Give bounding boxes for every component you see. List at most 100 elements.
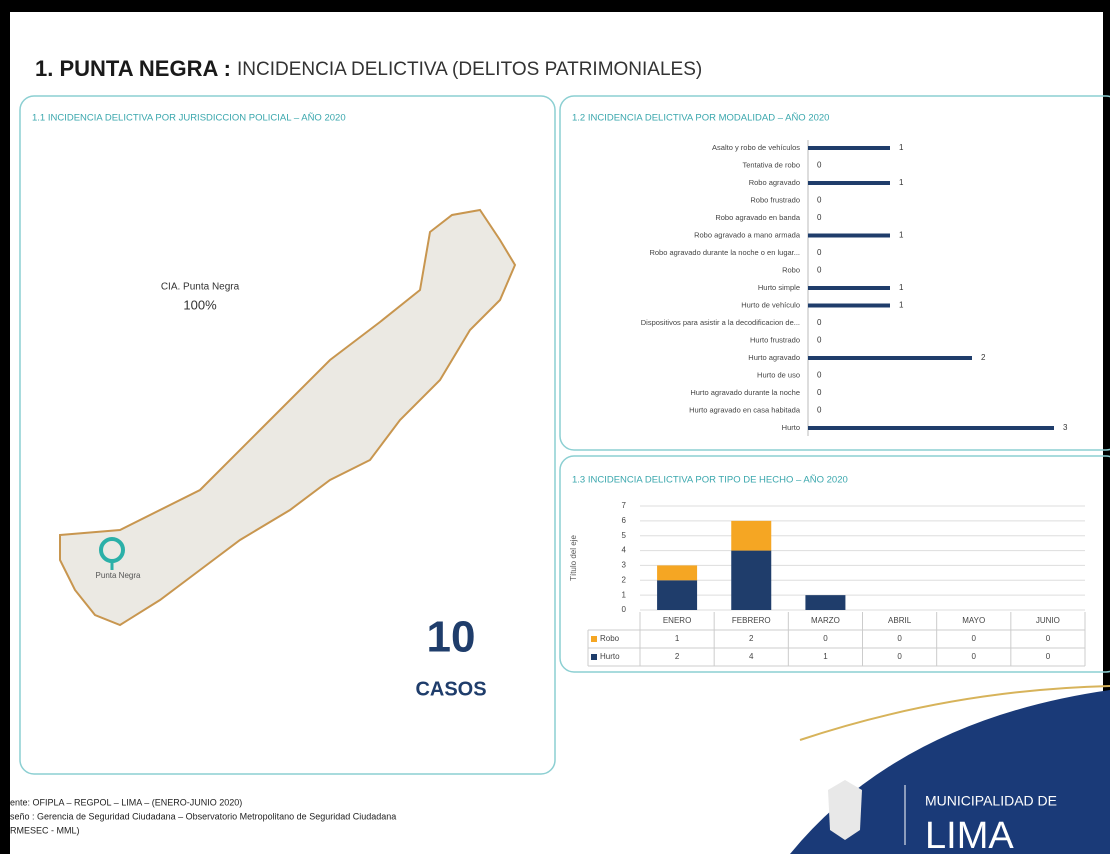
value-label: 0 xyxy=(817,318,822,327)
category-label: Asalto y robo de vehículos xyxy=(712,143,800,152)
bar-segment xyxy=(731,520,772,551)
table-header: ABRIL xyxy=(888,616,912,625)
bar xyxy=(808,356,972,360)
y-axis-label: Título del eje xyxy=(569,535,578,581)
table-cell: 0 xyxy=(1046,652,1051,661)
bar-segment xyxy=(805,595,846,610)
legend-label: Robo xyxy=(600,634,620,643)
title-bold: 1. PUNTA NEGRA : xyxy=(35,56,231,81)
y-tick-label: 3 xyxy=(622,561,627,570)
map-panel-title: 1.1 INCIDENCIA DELICTIVA POR JURISDICCIO… xyxy=(32,113,346,124)
table-header: ENERO xyxy=(663,616,691,625)
logo-swoosh xyxy=(790,690,1110,854)
value-label: 1 xyxy=(899,143,904,152)
bar xyxy=(808,181,890,185)
table-cell: 4 xyxy=(749,652,754,661)
legend-key xyxy=(591,654,597,660)
category-label: Robo agravado xyxy=(749,178,800,187)
category-label: Hurto frustrado xyxy=(750,335,800,344)
value-label: 0 xyxy=(817,213,822,222)
table-cell: 1 xyxy=(675,634,680,643)
value-label: 1 xyxy=(899,178,904,187)
category-label: Hurto agravado xyxy=(748,353,800,362)
value-label: 1 xyxy=(899,301,904,310)
value-label: 0 xyxy=(817,266,822,275)
value-label: 0 xyxy=(817,161,822,170)
bar xyxy=(808,146,890,150)
footer-line: seño : Gerencia de Seguridad Ciudadana –… xyxy=(10,811,396,821)
tipo-panel xyxy=(559,455,1110,673)
y-tick-label: 5 xyxy=(622,531,627,540)
slide-title: 1. PUNTA NEGRA : INCIDENCIA DELICTIVA (DE… xyxy=(35,56,702,81)
y-tick-label: 0 xyxy=(622,605,627,614)
logo-crest xyxy=(828,780,862,840)
map-panel xyxy=(19,95,556,775)
table-cell: 2 xyxy=(749,634,754,643)
bar xyxy=(808,286,890,290)
legend-label: Hurto xyxy=(600,652,620,661)
table-header: MARZO xyxy=(811,616,840,625)
table-header: MAYO xyxy=(962,616,985,625)
value-label: 0 xyxy=(817,248,822,257)
category-label: Robo frustrado xyxy=(750,195,800,204)
category-label: Hurto de vehículo xyxy=(741,300,800,309)
value-label: 0 xyxy=(817,371,822,380)
y-tick-label: 6 xyxy=(622,516,627,525)
station-share: 100% xyxy=(183,297,217,312)
table-cell: 1 xyxy=(823,652,828,661)
y-tick-label: 7 xyxy=(622,501,627,510)
value-label: 0 xyxy=(817,196,822,205)
footer-line: ente: OFIPLA – REGPOL – LIMA – (ENERO-JU… xyxy=(10,797,242,807)
table-header: FEBRERO xyxy=(732,616,771,625)
table-cell: 0 xyxy=(897,634,902,643)
category-label: Hurto agravado en casa habitada xyxy=(689,405,801,414)
table-cell: 0 xyxy=(897,652,902,661)
category-label: Hurto de uso xyxy=(757,370,800,379)
pin-label: Punta Negra xyxy=(96,571,141,580)
chart-title: 1.2 INCIDENCIA DELICTIVA POR MODALIDAD –… xyxy=(572,113,829,124)
footer-line: RMESEC - MML) xyxy=(10,825,80,835)
bar xyxy=(808,233,890,238)
bar-segment xyxy=(657,580,698,610)
category-label: Robo agravado durante la noche o en luga… xyxy=(649,248,800,257)
legend-key xyxy=(591,636,597,642)
bar xyxy=(808,426,1054,430)
logo-line2: LIMA xyxy=(925,815,1014,854)
modalidad-panel xyxy=(559,95,1110,451)
value-label: 0 xyxy=(817,406,822,415)
total-unit: CASOS xyxy=(415,678,486,700)
bar xyxy=(808,303,890,308)
value-label: 1 xyxy=(899,231,904,240)
value-label: 1 xyxy=(899,283,904,292)
bar-segment xyxy=(731,550,772,610)
category-label: Dispositivos para asistir a la decodific… xyxy=(641,318,800,327)
y-tick-label: 4 xyxy=(622,546,627,555)
value-label: 2 xyxy=(981,353,986,362)
table-cell: 0 xyxy=(972,652,977,661)
category-label: Tentativa de robo xyxy=(742,160,800,169)
category-label: Robo xyxy=(782,265,800,274)
logo-line1: MUNICIPALIDAD DE xyxy=(925,793,1057,809)
value-label: 3 xyxy=(1063,423,1068,432)
category-label: Robo agravado a mano armada xyxy=(694,230,801,239)
table-cell: 2 xyxy=(675,652,680,661)
category-label: Hurto simple xyxy=(758,283,800,292)
chart-title: 1.3 INCIDENCIA DELICTIVA POR TIPO DE HEC… xyxy=(572,475,848,486)
district-map xyxy=(59,208,517,627)
category-label: Hurto agravado durante la noche xyxy=(690,388,800,397)
station-label: CIA. Punta Negra xyxy=(161,282,240,293)
title-rest: INCIDENCIA DELICTIVA (DELITOS PATRIMONIA… xyxy=(237,59,702,80)
slide-background xyxy=(10,12,1103,854)
table-cell: 0 xyxy=(1046,634,1051,643)
value-label: 0 xyxy=(817,336,822,345)
value-label: 0 xyxy=(817,388,822,397)
y-tick-label: 1 xyxy=(622,590,627,599)
table-header: JUNIO xyxy=(1036,616,1060,625)
bar-segment xyxy=(657,565,698,581)
y-tick-label: 2 xyxy=(622,575,627,584)
table-cell: 0 xyxy=(972,634,977,643)
total-cases: 10 xyxy=(427,613,476,662)
table-cell: 0 xyxy=(823,634,828,643)
category-label: Robo agravado en banda xyxy=(715,213,800,222)
